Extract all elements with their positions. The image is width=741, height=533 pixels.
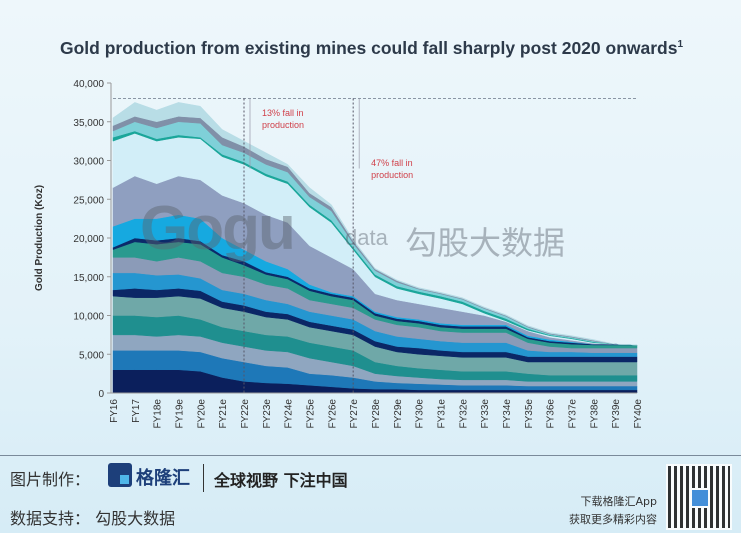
x-tick-label: FY36e — [546, 399, 557, 429]
x-tick-label: FY38e — [589, 399, 600, 429]
x-tick-label: FY18e — [153, 399, 164, 429]
x-tick-label: FY30e — [415, 399, 426, 429]
x-tick-label: FY20e — [196, 399, 207, 429]
x-tick-label: FY27e — [349, 399, 360, 429]
brand-logo-icon — [108, 463, 132, 487]
x-tick-label: FY31e — [437, 399, 448, 429]
watermark-logo: Gogu — [140, 194, 296, 263]
brand-slogan: 全球视野 下注中国 — [214, 471, 348, 490]
x-tick-label: FY39e — [611, 399, 622, 429]
y-tick-label: 5,000 — [79, 350, 104, 361]
download-app-text: 下载格隆汇App — [580, 495, 658, 508]
y-tick-label: 35,000 — [73, 118, 104, 129]
x-tick-label: FY25e — [306, 399, 317, 429]
y-tick-label: 15,000 — [73, 273, 104, 284]
x-tick-label: FY32e — [458, 399, 469, 429]
brand-name: 格隆汇 — [136, 468, 190, 489]
x-tick-label: FY33e — [480, 399, 491, 429]
y-tick-label: 25,000 — [73, 195, 104, 206]
marker-annotation: 13% fall in production — [262, 108, 304, 130]
x-tick-label: FY28e — [371, 399, 382, 429]
made-by-label: 图片制作： — [10, 470, 91, 489]
y-tick-label: 0 — [98, 389, 104, 400]
x-tick-label: FY16 — [109, 399, 120, 423]
x-tick-label: FY23e — [262, 399, 273, 429]
x-tick-label: FY37e — [568, 399, 579, 429]
data-support-label: 数据支持： 勾股大数据 — [10, 509, 176, 528]
brand-separator — [203, 464, 204, 492]
x-tick-label: FY35e — [524, 399, 535, 429]
x-tick-label: FY22e — [240, 399, 251, 429]
chart-title: Gold production from existing mines coul… — [60, 38, 683, 59]
x-tick-label: FY26e — [327, 399, 338, 429]
x-tick-label: FY40e — [633, 399, 644, 429]
footer-divider — [0, 455, 741, 456]
y-axis-label: Gold Production (Koz) — [34, 185, 45, 291]
y-tick-label: 20,000 — [73, 234, 104, 245]
x-tick-label: FY21e — [218, 399, 229, 429]
area-series-17 — [112, 102, 638, 346]
title-footnote: 1 — [677, 39, 684, 51]
y-tick-label: 30,000 — [73, 157, 104, 168]
x-tick-label: FY17 — [131, 399, 142, 423]
download-app-subtext: 获取更多精彩内容 — [569, 513, 657, 526]
y-tick-label: 10,000 — [73, 312, 104, 323]
x-tick-label: FY19e — [175, 399, 186, 429]
watermark-cn: 勾股大数据 — [405, 224, 566, 262]
y-tick-label: 40,000 — [73, 79, 104, 90]
marker-annotation: 47% fall in production — [371, 158, 413, 180]
x-tick-label: FY34e — [502, 399, 513, 429]
qr-code[interactable] — [666, 464, 732, 530]
watermark-data: data — [345, 225, 388, 250]
x-tick-label: FY29e — [393, 399, 404, 429]
chart-title-text: Gold production from existing mines coul… — [60, 38, 678, 58]
x-tick-label: FY24e — [284, 399, 295, 429]
